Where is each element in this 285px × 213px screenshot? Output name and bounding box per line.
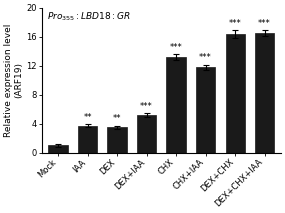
Text: ***: ***: [140, 102, 153, 111]
Bar: [107, 127, 127, 153]
Text: ***: ***: [258, 19, 271, 28]
Bar: [255, 33, 274, 153]
Bar: [78, 126, 97, 153]
Text: ***: ***: [199, 53, 212, 62]
Text: $\mathit{Pro}_{355}$$\mathit{:LBD18:GR}$: $\mathit{Pro}_{355}$$\mathit{:LBD18:GR}$: [47, 11, 131, 23]
Bar: [166, 57, 186, 153]
Y-axis label: Relative expression level
(ARF19): Relative expression level (ARF19): [4, 23, 24, 137]
Bar: [137, 115, 156, 153]
Bar: [48, 145, 68, 153]
Text: **: **: [113, 114, 121, 123]
Text: **: **: [83, 113, 92, 122]
Text: ***: ***: [229, 19, 241, 28]
Text: ***: ***: [170, 43, 182, 52]
Bar: [225, 34, 245, 153]
Bar: [196, 67, 215, 153]
